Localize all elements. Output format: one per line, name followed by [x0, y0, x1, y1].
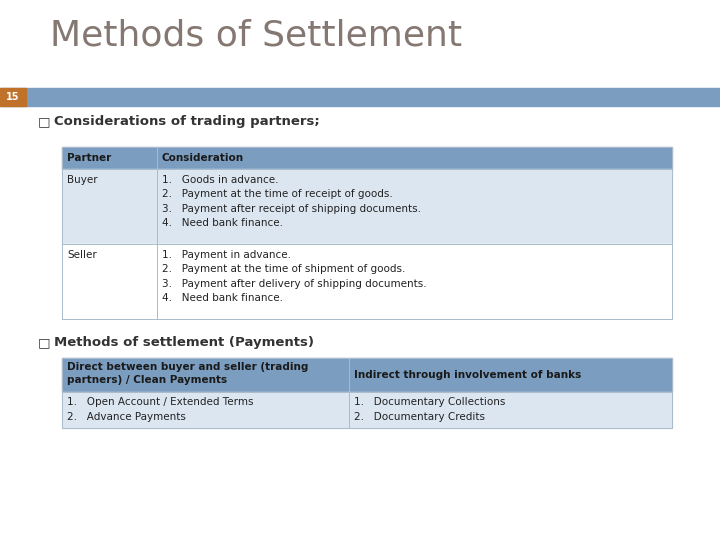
Text: Methods of settlement (Payments): Methods of settlement (Payments)	[54, 336, 314, 349]
Bar	[62, 392, 672, 428]
Bar	[0, 88, 26, 106]
Text: □: □	[38, 336, 50, 349]
Text: Partner: Partner	[67, 153, 112, 163]
Text: Consideration: Consideration	[161, 153, 243, 163]
Text: Considerations of trading partners;: Considerations of trading partners;	[54, 115, 320, 128]
Text: 1.   Documentary Collections
2.   Documentary Credits: 1. Documentary Collections 2. Documentar…	[354, 397, 505, 422]
Text: Indirect through involvement of banks: Indirect through involvement of banks	[354, 370, 581, 380]
Text: 15: 15	[6, 92, 19, 102]
Text: 1.   Goods in advance.
2.   Payment at the time of receipt of goods.
3.   Paymen: 1. Goods in advance. 2. Payment at the t…	[161, 175, 420, 228]
Text: 1.   Open Account / Extended Terms
2.   Advance Payments: 1. Open Account / Extended Terms 2. Adva…	[67, 397, 253, 422]
Text: 1.   Payment in advance.
2.   Payment at the time of shipment of goods.
3.   Pay: 1. Payment in advance. 2. Payment at the…	[161, 250, 426, 303]
Text: Methods of Settlement: Methods of Settlement	[50, 18, 462, 52]
Bar	[62, 358, 672, 392]
Bar	[62, 169, 672, 244]
Bar	[62, 147, 672, 169]
Text: □: □	[38, 115, 50, 128]
Bar	[62, 244, 672, 319]
Text: Buyer: Buyer	[67, 175, 98, 185]
Text: Seller: Seller	[67, 250, 96, 260]
Text: Direct between buyer and seller (trading
partners) / Clean Payments: Direct between buyer and seller (trading…	[67, 362, 308, 386]
Bar	[0, 88, 720, 106]
